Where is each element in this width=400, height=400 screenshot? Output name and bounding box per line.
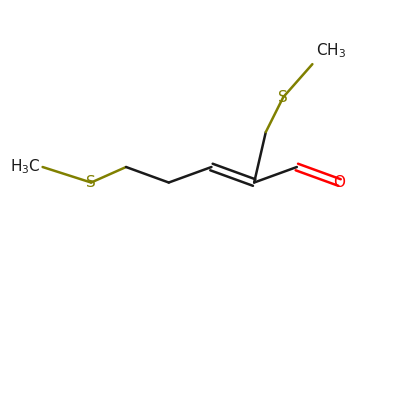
Text: H$_3$C: H$_3$C bbox=[10, 158, 41, 176]
Text: O: O bbox=[334, 175, 346, 190]
Text: S: S bbox=[86, 175, 96, 190]
Text: S: S bbox=[278, 90, 288, 105]
Text: CH$_3$: CH$_3$ bbox=[316, 42, 346, 60]
